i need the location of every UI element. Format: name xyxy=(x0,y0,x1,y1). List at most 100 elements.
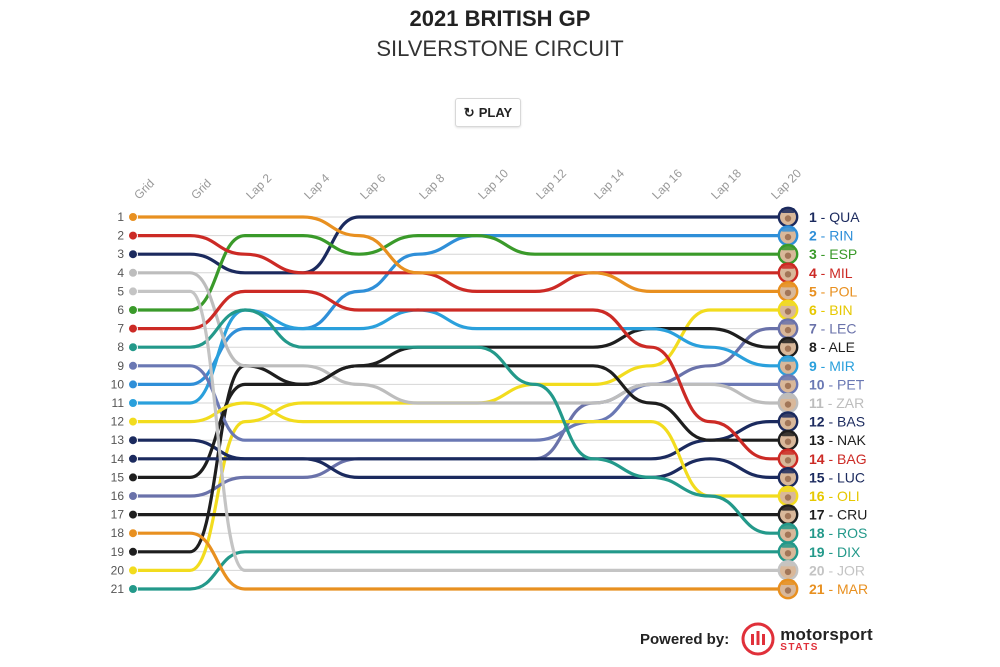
driver-end-mil xyxy=(777,262,799,284)
grid-dot-mil xyxy=(128,230,138,241)
grid-dot-bag xyxy=(128,323,138,334)
driver-final-position: 9 xyxy=(809,358,817,374)
grid-dot-ros xyxy=(128,342,138,353)
y-tick-label: 14 xyxy=(111,452,125,466)
y-tick-label: 10 xyxy=(111,377,125,391)
driver-end-label: 11 - ZAR xyxy=(809,395,864,411)
refresh-icon: ↻ xyxy=(463,104,475,120)
driver-end-ros xyxy=(777,522,799,544)
y-tick-label: 20 xyxy=(111,563,125,577)
driver-code: - NAK xyxy=(825,432,867,448)
driver-final-position: 15 xyxy=(809,469,825,485)
grid-dot-esp xyxy=(128,305,138,315)
driver-final-position: 13 xyxy=(809,432,825,448)
driver-end-label: 14 - BAG xyxy=(809,451,867,467)
driver-code: - OLI xyxy=(825,488,860,504)
driver-end-esp xyxy=(777,243,799,265)
driver-code: - CRU xyxy=(825,507,868,523)
y-tick-label: 16 xyxy=(111,489,125,503)
grid-dot-nak xyxy=(128,472,138,483)
driver-end-rin xyxy=(777,225,799,247)
series-line-mil xyxy=(131,233,789,293)
driver-end-bas xyxy=(777,411,799,432)
driver-final-position: 12 xyxy=(809,414,825,430)
driver-code: - BAG xyxy=(825,451,867,467)
driver-avatar-helmet xyxy=(781,449,795,455)
motorsport-stats-logo[interactable]: motorsport STATS xyxy=(741,622,873,656)
driver-avatar-face xyxy=(784,457,792,464)
chart-subtitle: SILVERSTONE CIRCUIT xyxy=(376,36,624,61)
series-lines xyxy=(131,215,789,591)
driver-final-position: 18 xyxy=(809,525,825,541)
driver-end-luc xyxy=(777,466,799,488)
y-tick-label: 1 xyxy=(117,210,124,224)
driver-end-label: 17 - CRU xyxy=(809,507,867,523)
grid-dot-dix xyxy=(128,584,138,594)
driver-code: - MAR xyxy=(825,581,869,597)
driver-end-bag xyxy=(777,448,799,470)
driver-end-label: 9 - MIR xyxy=(809,358,855,374)
grid-dot-mar xyxy=(128,528,138,539)
grid-dot-ale xyxy=(128,546,138,557)
driver-end-nak xyxy=(777,429,799,451)
driver-avatar-helmet xyxy=(781,301,795,306)
driver-end-label: 8 - ALE xyxy=(809,339,855,355)
y-tick-label: 19 xyxy=(111,545,125,559)
brand-name: motorsport xyxy=(780,624,873,644)
driver-end-oli xyxy=(777,485,799,507)
driver-end-label: 16 - OLI xyxy=(809,488,860,504)
driver-avatar-helmet xyxy=(781,412,795,418)
powered-by-label: Powered by: xyxy=(640,630,730,648)
driver-avatar-helmet xyxy=(781,319,795,325)
driver-avatar-face xyxy=(784,419,792,427)
driver-end-label: 18 - ROS xyxy=(809,525,867,541)
driver-code: - ROS xyxy=(825,525,868,541)
driver-avatar-face xyxy=(784,364,792,371)
driver-end-cru xyxy=(777,504,799,525)
y-tick-label: 6 xyxy=(117,303,124,317)
grid-dot-qua xyxy=(128,249,138,260)
series-line-pol xyxy=(131,215,789,293)
driver-end-zar xyxy=(777,392,799,414)
driver-avatar-face xyxy=(784,252,792,259)
x-tick-label: Lap 8 xyxy=(416,171,447,202)
grid-dot-pet xyxy=(128,360,138,371)
driver-code: - BIN xyxy=(817,302,853,318)
driver-final-position: 4 xyxy=(809,265,817,281)
driver-avatar-helmet xyxy=(781,356,795,362)
y-tick-label: 18 xyxy=(111,526,125,540)
series-line-mar xyxy=(131,531,789,591)
driver-final-position: 20 xyxy=(809,562,825,578)
grid-dot-pol xyxy=(128,212,138,222)
driver-final-position: 7 xyxy=(809,321,817,337)
driver-final-position: 6 xyxy=(809,302,817,318)
grid-dot-oli xyxy=(128,416,138,427)
driver-end-label: 21 - MAR xyxy=(809,581,868,597)
x-tick-label: Grid xyxy=(131,176,157,202)
driver-end-jor xyxy=(777,560,799,581)
driver-end-mar xyxy=(777,578,799,600)
series-line-dix xyxy=(131,550,789,591)
y-tick-label: 3 xyxy=(117,247,124,261)
driver-final-position: 19 xyxy=(809,544,825,560)
y-tick-label: 13 xyxy=(111,433,125,447)
x-tick-label: Grid xyxy=(188,176,214,202)
x-tick-label: Lap 16 xyxy=(649,166,685,202)
driver-code: - MIL xyxy=(817,265,853,281)
driver-avatar-helmet xyxy=(781,561,795,567)
driver-end-label: 15 - LUC xyxy=(809,469,865,485)
driver-code: - PET xyxy=(825,376,865,392)
driver-final-position: 14 xyxy=(809,451,825,467)
driver-final-position: 8 xyxy=(809,339,817,355)
driver-end-label: 10 - PET xyxy=(809,376,865,392)
play-button[interactable]: ↻ PLAY xyxy=(455,98,521,127)
driver-avatar-face xyxy=(784,215,792,222)
grid-dot-jor xyxy=(128,286,138,297)
grid-dot-luc xyxy=(128,453,138,464)
play-button-label: PLAY xyxy=(478,105,513,120)
driver-end-label: 4 - MIL xyxy=(809,265,853,281)
driver-avatar-face xyxy=(784,289,792,297)
x-tick-label: Lap 4 xyxy=(301,171,332,202)
driver-final-position: 3 xyxy=(809,246,817,262)
driver-final-position: 5 xyxy=(809,283,817,299)
